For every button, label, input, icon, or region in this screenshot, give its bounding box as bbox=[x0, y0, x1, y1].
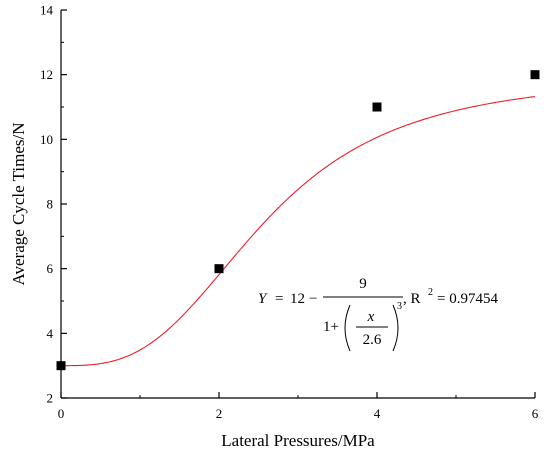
eq-exponent: 3 bbox=[397, 301, 402, 312]
data-point bbox=[214, 264, 224, 274]
eq-minus: − bbox=[309, 291, 317, 307]
x-ticks: 0 2 4 6 bbox=[58, 392, 539, 421]
data-points bbox=[56, 70, 540, 371]
eq-r2-label: , R bbox=[403, 291, 421, 307]
y-axis-title: Average Cycle Times/N bbox=[9, 122, 28, 285]
eq-denominator: 2.6 bbox=[363, 332, 382, 348]
data-point bbox=[372, 102, 382, 112]
eq-numerator: 9 bbox=[359, 276, 367, 292]
y-tick-label: 14 bbox=[40, 3, 54, 18]
eq-x: x bbox=[367, 309, 375, 325]
y-tick-label: 2 bbox=[47, 391, 54, 406]
y-tick-label: 10 bbox=[40, 132, 53, 147]
y-tick-label: 12 bbox=[40, 67, 53, 82]
fit-equation: Y = 12 − 9 1+ x 2.6 3 , R 2 = 0.97454 bbox=[258, 276, 498, 352]
x-axis-title: Lateral Pressures/MPa bbox=[221, 431, 375, 450]
y-ticks: 2 4 6 8 10 12 14 bbox=[40, 3, 67, 406]
eq-equals: = bbox=[275, 291, 283, 307]
y-tick-label: 8 bbox=[47, 197, 54, 212]
eq-one-plus: 1+ bbox=[323, 319, 339, 335]
x-tick-label: 0 bbox=[58, 406, 65, 421]
eq-r2-exponent: 2 bbox=[428, 287, 433, 298]
data-point bbox=[530, 70, 540, 80]
eq-a: 12 bbox=[290, 291, 305, 307]
eq-y: Y bbox=[258, 291, 268, 307]
fit-curve bbox=[61, 96, 536, 367]
data-point bbox=[56, 361, 66, 371]
x-tick-label: 6 bbox=[532, 406, 539, 421]
x-tick-label: 4 bbox=[374, 406, 381, 421]
eq-r2-value: = 0.97454 bbox=[437, 291, 498, 307]
y-tick-label: 4 bbox=[47, 326, 54, 341]
eq-right-paren bbox=[392, 304, 399, 352]
eq-left-paren bbox=[344, 304, 351, 352]
x-tick-label: 2 bbox=[216, 406, 223, 421]
y-tick-label: 6 bbox=[47, 261, 54, 276]
